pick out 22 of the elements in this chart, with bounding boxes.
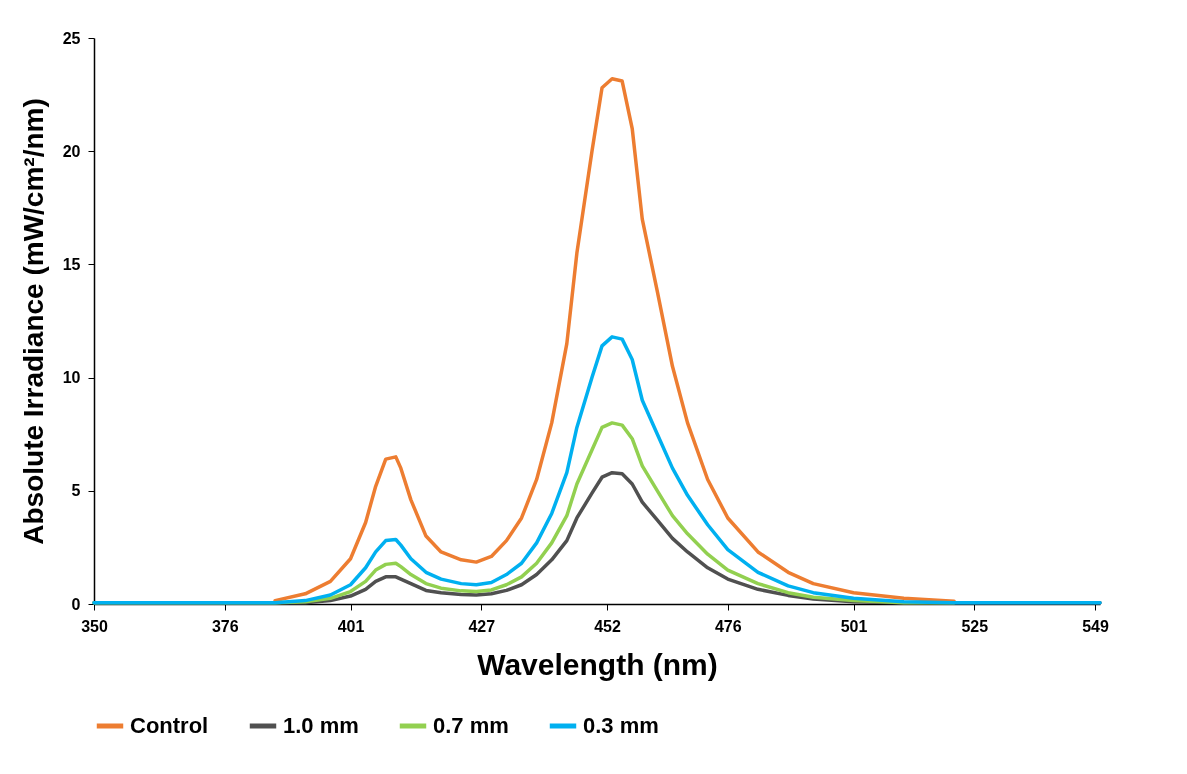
y-tick-label: 10 <box>62 369 81 387</box>
x-tick-label: 401 <box>337 617 365 635</box>
x-tick-label: 427 <box>468 617 496 635</box>
x-tick-label: 501 <box>840 617 868 635</box>
x-axis-title: Wavelength (nm) <box>477 647 718 681</box>
x-tick-label: 525 <box>961 617 989 635</box>
legend-label: 1.0 mm <box>283 713 359 738</box>
x-tick-label: 350 <box>81 617 108 635</box>
x-tick-label: 452 <box>594 617 622 635</box>
y-tick-label: 25 <box>62 29 81 47</box>
y-tick-label: 5 <box>71 482 81 500</box>
y-axis-title: Absolute Irradiance (mW/cm²/nm) <box>17 98 49 545</box>
legend-label: 0.3 mm <box>583 713 659 738</box>
y-tick-label: 20 <box>62 142 81 160</box>
line-series <box>273 77 956 604</box>
legend-label: 0.7 mm <box>433 713 509 738</box>
legend-label: Control <box>130 713 209 738</box>
x-tick-label: 549 <box>1082 617 1109 635</box>
y-tick-label: 15 <box>62 255 81 273</box>
x-tick-label: 376 <box>211 617 239 635</box>
x-tick-label: 476 <box>714 617 742 635</box>
y-tick-label: 0 <box>71 595 81 613</box>
